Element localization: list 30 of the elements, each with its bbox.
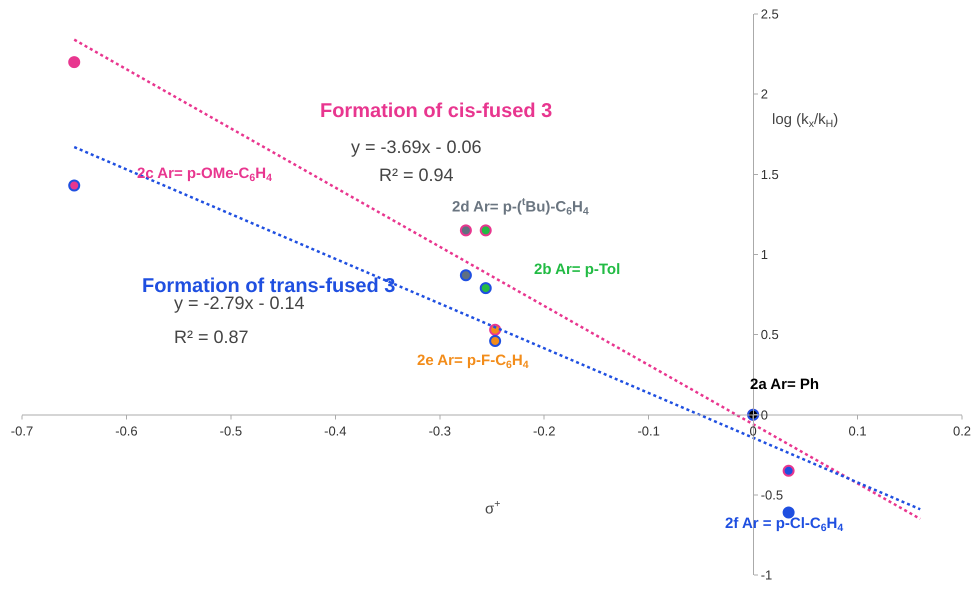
x-tick-label: -0.6 (115, 423, 138, 438)
y-tick-label: 1.5 (760, 166, 779, 182)
y-tick-label: 2.5 (760, 6, 779, 22)
annotation: 2f Ar = p-Cl-C$_{6}$H$_{4}$ (725, 515, 844, 534)
y-tick-label: 0.5 (760, 327, 779, 342)
x-axis-title: σ$^{+}$ (485, 498, 500, 518)
x-tick-label: -0.7 (10, 423, 34, 438)
annotation: 2b Ar= p-Tol (534, 261, 620, 278)
annotation: 2d Ar= p-($^{t}$Bu)-C$_{6}$H$_{4}$ (452, 196, 589, 218)
annotation: 2e Ar= p-F-C$_{6}$H$_{4}$ (417, 352, 529, 372)
y-tick-label: 2 (760, 86, 768, 102)
annotation: R² = 0.87 (174, 327, 249, 347)
x-tick-label: -0.3 (428, 423, 451, 438)
annotation: R² = 0.94 (379, 165, 454, 185)
y-axis-title: log (k$_{x}$/k$_{H}$) (772, 111, 838, 130)
x-tick-label: -0.5 (220, 423, 242, 438)
x-tick-label: 0 (749, 423, 757, 438)
y-tick-label: -0.5 (760, 487, 784, 502)
y-tick-label: 0 (760, 407, 768, 422)
x-tick-label: 0.2 (952, 423, 972, 438)
y-tick-label: -1 (760, 568, 772, 583)
x-tick-label: -0.1 (637, 423, 660, 438)
annotation: 2c Ar= p-OMe-C$_{6}$H$_{4}$ (137, 165, 272, 184)
x-tick-label: -0.4 (324, 423, 347, 438)
annotation: Formation of cis-fused 3 (320, 100, 552, 122)
y-tick-label: 1 (760, 246, 768, 262)
annotation: 2a Ar= Ph (750, 376, 820, 393)
annotation: y = -3.69x - 0.06 (351, 137, 482, 157)
x-tick-label: -0.2 (533, 423, 556, 438)
x-tick-label: 0.1 (848, 423, 867, 438)
